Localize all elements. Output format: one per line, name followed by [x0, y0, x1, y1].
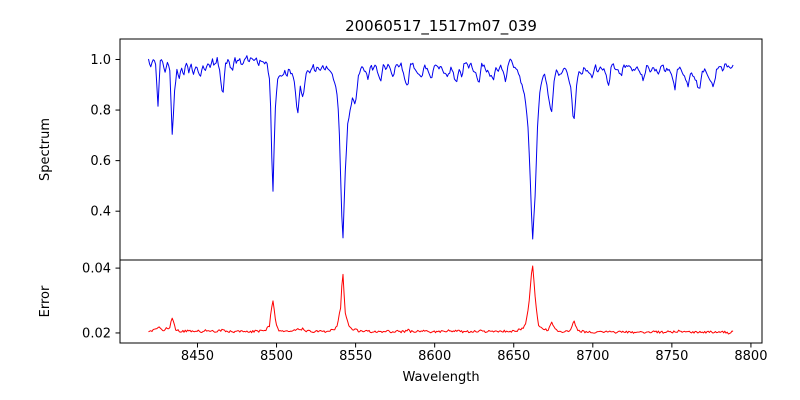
- x-tick-label: 8650: [497, 349, 530, 364]
- ticks-layer: 8450 8500 8550 8600 8650 8700 8750 8800 1.0 0.8 0.…: [82, 53, 767, 364]
- x-tick-label: 8600: [418, 349, 451, 364]
- x-tick-label: 8450: [181, 349, 214, 364]
- error-y-tick-label: 0.02: [82, 326, 111, 341]
- spectrum-line: [148, 55, 734, 240]
- spectrum-y-tick-label: 1.0: [90, 53, 111, 68]
- x-axis-label: Wavelength: [402, 370, 479, 385]
- chart-title: 20060517_1517m07_039: [345, 17, 537, 36]
- x-tick-label: 8550: [339, 349, 372, 364]
- error-axes-border: [119, 259, 763, 344]
- spectrum-axes-border: [119, 38, 763, 261]
- error-y-tick-label: 0.04: [82, 262, 111, 277]
- error-y-axis-label: Error: [38, 285, 53, 317]
- x-tick-label: 8700: [576, 349, 609, 364]
- spectrum-y-tick-label: 0.4: [90, 205, 111, 220]
- spectrum-series-layer: [148, 55, 734, 240]
- spectrum-y-tick-label: 0.6: [90, 154, 111, 169]
- x-tick-label: 8800: [734, 349, 767, 364]
- spectrum-y-axis-label: Spectrum: [38, 118, 53, 181]
- error-series-layer: [148, 265, 734, 335]
- x-tick-label: 8500: [260, 349, 293, 364]
- x-tick-label: 8750: [655, 349, 688, 364]
- error-line: [148, 265, 734, 335]
- spectrum-y-tick-label: 0.8: [90, 104, 111, 119]
